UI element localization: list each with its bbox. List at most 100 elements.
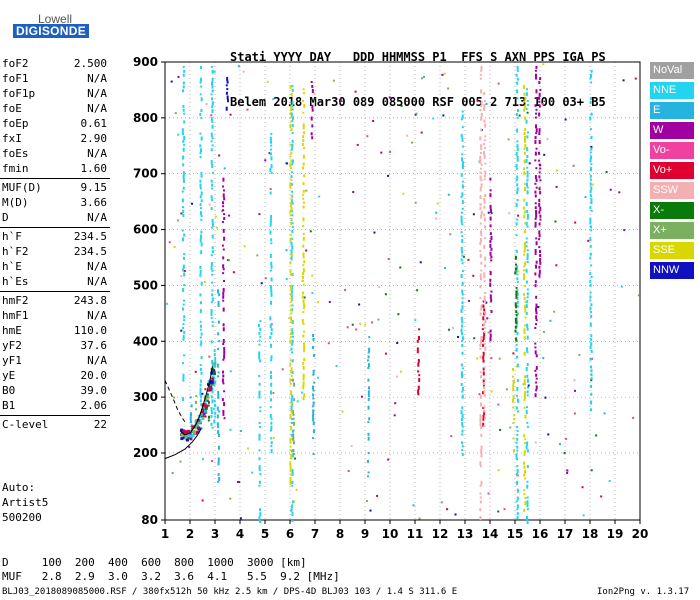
- trace-point: [303, 174, 306, 178]
- trace-point: [484, 147, 487, 150]
- trace-point: [480, 89, 483, 94]
- trace-point: [480, 449, 483, 454]
- trace-point: [534, 182, 537, 185]
- trace-point: [211, 391, 214, 394]
- trace-point: [211, 81, 214, 86]
- trace-point: [211, 77, 214, 82]
- trace-point: [290, 433, 293, 437]
- trace-point: [221, 244, 224, 247]
- trace-point: [290, 253, 293, 257]
- trace-point: [258, 480, 261, 484]
- trace-point: [199, 293, 202, 297]
- trace-point: [200, 356, 203, 360]
- trace-point: [483, 201, 486, 204]
- noise-point: [566, 472, 569, 475]
- noise-point: [435, 217, 438, 220]
- trace-point: [516, 410, 519, 413]
- trace-point: [480, 105, 483, 108]
- trace-point: [523, 398, 526, 401]
- noise-point: [573, 379, 576, 382]
- trace-point: [290, 508, 293, 513]
- trace-point: [460, 417, 463, 421]
- trace-point: [538, 92, 541, 97]
- noise-point: [566, 469, 569, 472]
- trace-point: [270, 164, 273, 169]
- trace-point: [289, 449, 292, 452]
- trace-point: [270, 355, 273, 360]
- trace-point: [539, 88, 542, 91]
- trace-point: [512, 387, 515, 392]
- trace-point: [218, 433, 221, 437]
- trace-point: [301, 291, 304, 295]
- trace-point: [213, 364, 216, 368]
- trace-point: [526, 520, 529, 524]
- noise-point: [447, 87, 450, 90]
- noise-point: [388, 96, 391, 99]
- trace-point: [481, 328, 484, 331]
- trace-point: [483, 205, 486, 209]
- trace-point: [221, 220, 224, 223]
- auto-label: Auto:: [2, 481, 36, 494]
- trace-point: [538, 151, 541, 155]
- trace-point: [539, 191, 542, 195]
- trace-point: [302, 385, 305, 390]
- trace-point: [211, 399, 214, 404]
- trace-point: [217, 426, 220, 429]
- noise-point: [365, 500, 368, 503]
- trace-point: [479, 202, 482, 206]
- trace-point: [534, 194, 537, 198]
- noise-point: [449, 233, 452, 236]
- trace-point: [290, 308, 293, 312]
- trace-point: [290, 241, 293, 246]
- noise-point: [448, 328, 451, 331]
- trace-point: [480, 210, 483, 215]
- noise-point: [272, 436, 275, 439]
- noise-point: [177, 75, 180, 78]
- trace-point: [270, 300, 273, 305]
- trace-point: [539, 179, 542, 182]
- param-value: 1.60: [80, 162, 108, 175]
- trace-point: [538, 171, 541, 174]
- trace-point: [480, 480, 483, 485]
- trace-point: [182, 81, 185, 85]
- trace-point: [199, 391, 202, 396]
- trace-point: [291, 469, 294, 474]
- trace-point: [368, 347, 371, 352]
- trace-point: [511, 398, 514, 403]
- trace-point: [589, 299, 592, 302]
- trace-point: [213, 352, 216, 356]
- trace-point: [182, 210, 185, 214]
- trace-point: [312, 393, 315, 397]
- trace-point: [490, 310, 493, 314]
- noise-point: [317, 376, 320, 379]
- trace-point: [269, 253, 272, 258]
- auto-artist: Artist5: [2, 496, 49, 509]
- trace-point: [539, 214, 542, 218]
- trace-point: [181, 190, 184, 193]
- trace-point: [290, 375, 293, 378]
- trace-point: [515, 347, 518, 352]
- trace-point: [182, 89, 185, 93]
- trace-point: [311, 334, 314, 338]
- trace-point: [270, 449, 273, 454]
- trace-point: [199, 265, 202, 269]
- trace-point: [480, 230, 483, 235]
- trace-point: [211, 144, 214, 147]
- trace-point: [221, 378, 224, 383]
- noise-point: [313, 92, 316, 95]
- noise-point: [201, 458, 204, 461]
- trace-point: [290, 167, 293, 170]
- trace-point: [484, 135, 487, 138]
- trace-point: [199, 187, 202, 190]
- trace-point: [461, 180, 464, 183]
- trace-point: [301, 318, 304, 323]
- echo-point: [184, 436, 188, 440]
- trace-point: [289, 437, 292, 442]
- noise-point: [591, 183, 594, 186]
- x-tick-label: 18: [582, 527, 599, 541]
- trace-point: [303, 103, 306, 108]
- noise-point: [173, 245, 176, 248]
- trace-point: [514, 267, 517, 271]
- trace-point: [200, 97, 203, 102]
- trace-point: [484, 225, 487, 229]
